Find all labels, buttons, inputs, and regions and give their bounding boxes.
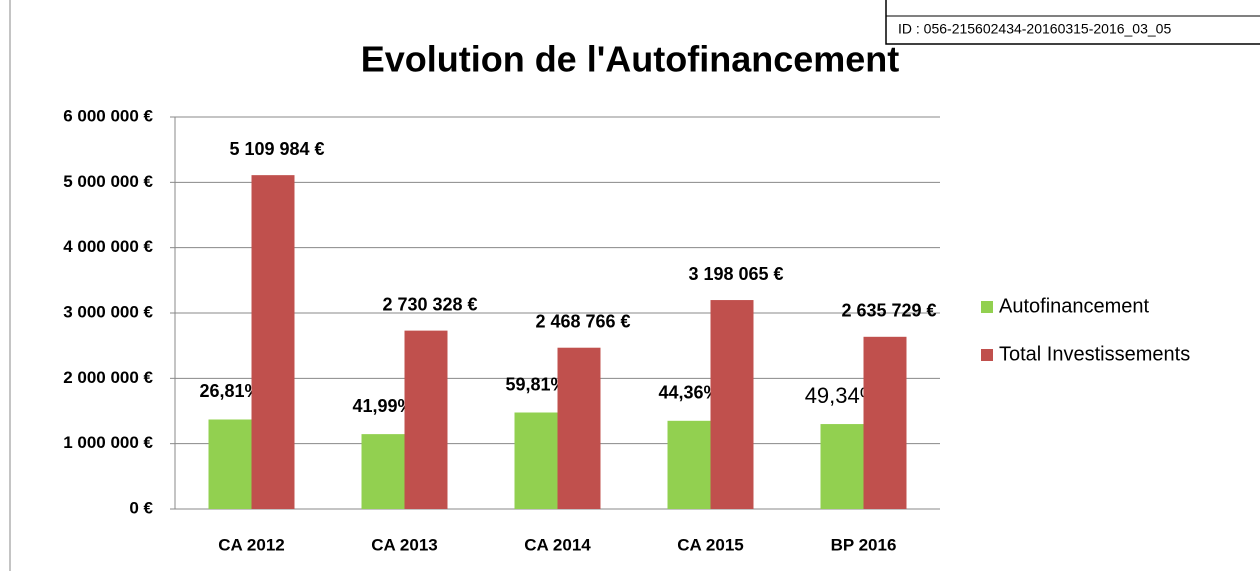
percent-label: 26,81% [199, 381, 260, 401]
data-label: 2 730 328 € [382, 294, 477, 314]
legend-label: Autofinancement [999, 295, 1150, 317]
y-tick-label: 3 000 000 € [63, 302, 153, 321]
legend-swatch [981, 301, 993, 313]
y-tick-label: 4 000 000 € [63, 237, 153, 256]
percent-label: 41,99% [352, 396, 413, 416]
x-tick-label: BP 2016 [831, 535, 897, 554]
bar [863, 336, 907, 509]
bar [361, 434, 405, 509]
data-label: 2 468 766 € [535, 311, 630, 331]
legend-label: Total Investissements [999, 343, 1190, 365]
bar [251, 175, 295, 509]
percent-label: 44,36% [658, 383, 719, 403]
bar [820, 424, 864, 509]
bar [404, 330, 448, 509]
legend-swatch [981, 349, 993, 361]
stamp-text: ID : 056-215602434-20160315-2016_03_05 [898, 21, 1171, 37]
bar [667, 420, 711, 509]
bar [208, 419, 252, 509]
y-tick-label: 1 000 000 € [63, 433, 153, 452]
y-tick-label: 5 000 000 € [63, 172, 153, 191]
bar [514, 412, 558, 509]
y-tick-label: 0 € [129, 498, 153, 517]
y-tick-label: 2 000 000 € [63, 368, 153, 387]
data-label: 2 635 729 € [841, 301, 936, 321]
x-tick-label: CA 2015 [677, 535, 743, 554]
bar [710, 300, 754, 509]
y-tick-label: 6 000 000 € [63, 106, 153, 125]
stamp-box [885, 0, 1260, 45]
percent-label: 59,81% [505, 374, 566, 394]
x-tick-label: CA 2014 [524, 535, 591, 554]
data-label: 3 198 065 € [688, 264, 783, 284]
x-tick-label: CA 2012 [218, 535, 284, 554]
chart-title: Evolution de l'Autofinancement [361, 39, 900, 80]
data-label: 5 109 984 € [229, 139, 324, 159]
bar [557, 347, 601, 509]
x-tick-label: CA 2013 [371, 535, 437, 554]
